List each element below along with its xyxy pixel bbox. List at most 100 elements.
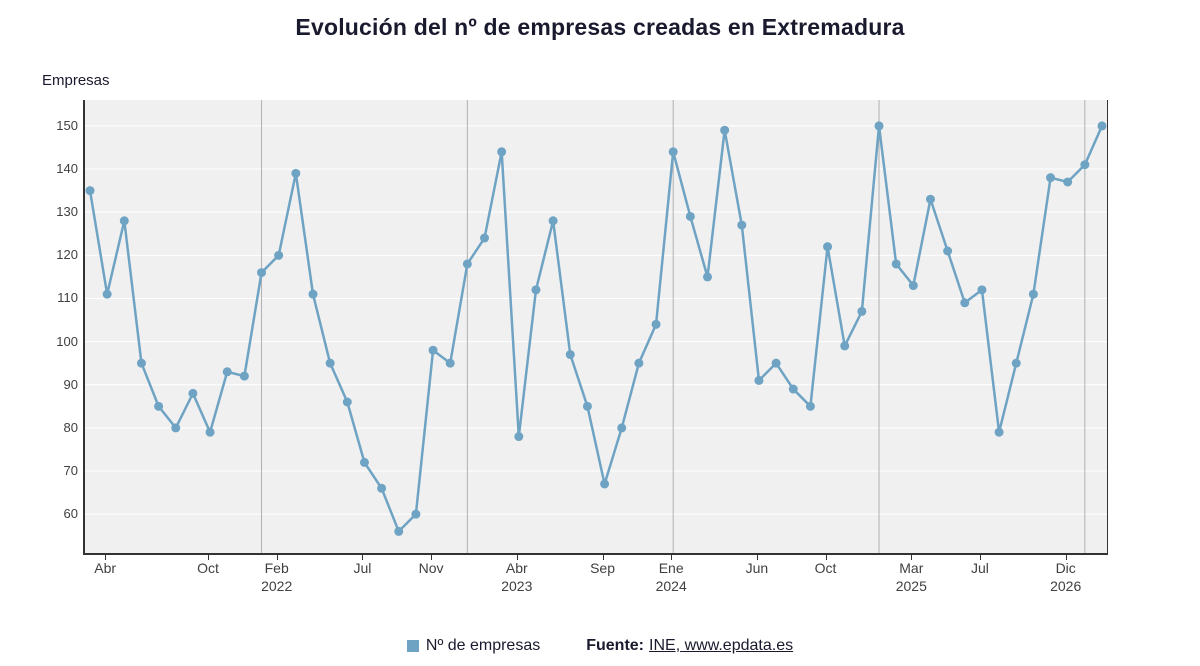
data-point-marker[interactable] <box>411 509 421 519</box>
data-point-marker[interactable] <box>891 259 901 269</box>
data-point-marker[interactable] <box>1028 289 1038 299</box>
data-point-marker[interactable] <box>394 526 404 536</box>
x-axis-tick-mark <box>602 555 604 560</box>
data-point-marker[interactable] <box>188 388 198 398</box>
x-axis-tick-mark <box>756 555 758 560</box>
source-link[interactable]: INE, www.epdata.es <box>649 637 794 654</box>
data-point-marker[interactable] <box>462 259 472 269</box>
data-point-marker[interactable] <box>308 289 318 299</box>
data-point-marker[interactable] <box>600 479 610 489</box>
data-point-marker[interactable] <box>102 289 112 299</box>
x-axis-tick-label: Oct <box>814 560 837 576</box>
data-point-marker[interactable] <box>617 423 627 433</box>
x-axis-tick-mark <box>825 555 827 560</box>
data-point-marker[interactable] <box>480 233 490 243</box>
x-axis-tick-mark <box>911 555 913 560</box>
legend-item[interactable]: Nº de empresas <box>406 637 541 655</box>
data-point-marker[interactable] <box>205 427 215 437</box>
x-axis-tick-mark <box>431 555 433 560</box>
data-point-marker[interactable] <box>1097 121 1107 131</box>
x-axis-year-label: 2023 <box>501 578 533 594</box>
data-point-marker[interactable] <box>445 358 455 368</box>
data-point-marker[interactable] <box>702 272 712 282</box>
x-axis-tick-mark <box>979 555 981 560</box>
data-point-marker[interactable] <box>1080 160 1090 170</box>
data-point-marker[interactable] <box>788 384 798 394</box>
data-point-marker[interactable] <box>257 268 267 278</box>
data-point-marker[interactable] <box>771 358 781 368</box>
legend-label: Nº de empresas <box>425 637 541 654</box>
y-axis-tick-label: 150 <box>56 117 78 133</box>
data-point-marker[interactable] <box>171 423 181 433</box>
data-point-marker[interactable] <box>823 242 833 252</box>
data-point-marker[interactable] <box>514 432 524 442</box>
chart-title: Evolución del nº de empresas creadas en … <box>295 14 905 40</box>
data-point-marker[interactable] <box>943 246 953 256</box>
data-point-marker[interactable] <box>582 401 592 411</box>
data-point-marker[interactable] <box>805 401 815 411</box>
data-point-marker[interactable] <box>737 220 747 230</box>
chart-footer: Nº de empresas Fuente: INE, www.epdata.es <box>0 637 1200 655</box>
data-point-marker[interactable] <box>497 147 507 157</box>
x-axis-tick-label: Jul <box>353 560 372 576</box>
data-point-marker[interactable] <box>239 371 249 381</box>
data-point-marker[interactable] <box>565 350 575 360</box>
x-axis-tick-label: Ene <box>658 560 684 576</box>
data-point-marker[interactable] <box>685 211 695 221</box>
data-point-marker[interactable] <box>634 358 644 368</box>
data-point-marker[interactable] <box>119 216 129 226</box>
x-axis-tick-mark <box>208 555 210 560</box>
data-point-marker[interactable] <box>531 285 541 295</box>
legend-swatch-icon <box>406 640 419 652</box>
y-axis-tick-label: 130 <box>56 204 78 220</box>
x-axis-tick-label: Feb <box>264 560 289 576</box>
data-point-marker[interactable] <box>908 281 918 291</box>
data-point-marker[interactable] <box>754 375 764 385</box>
line-chart-svg[interactable] <box>85 100 1107 553</box>
x-axis-year-label: 2022 <box>261 578 293 594</box>
x-axis-tick-label: Dic <box>1055 560 1076 576</box>
data-point-marker[interactable] <box>925 194 935 204</box>
x-axis-tick-mark <box>671 555 673 560</box>
data-point-marker[interactable] <box>154 401 164 411</box>
source-credit: Fuente: INE, www.epdata.es <box>586 637 793 655</box>
x-axis-tick-mark <box>1065 555 1067 560</box>
y-axis-tick-label: 70 <box>63 463 78 479</box>
data-point-marker[interactable] <box>325 358 335 368</box>
data-point-marker[interactable] <box>857 306 867 316</box>
x-axis-year-label: 2025 <box>895 578 927 594</box>
y-axis-tick-label: 80 <box>63 419 78 435</box>
data-point-marker[interactable] <box>960 298 970 308</box>
series-line <box>88 124 1104 533</box>
data-point-marker[interactable] <box>548 216 558 226</box>
x-axis-tick-label: Nov <box>418 560 444 576</box>
data-point-marker[interactable] <box>651 319 661 329</box>
data-point-marker[interactable] <box>85 186 95 196</box>
data-point-marker[interactable] <box>1063 177 1073 187</box>
data-point-marker[interactable] <box>1011 358 1021 368</box>
data-point-marker[interactable] <box>977 285 987 295</box>
data-point-marker[interactable] <box>840 341 850 351</box>
x-axis-tick-label: Oct <box>197 560 219 576</box>
x-axis-tick-label: Abr <box>505 560 528 576</box>
x-axis-tick-mark <box>516 555 518 560</box>
y-axis-tick-label: 140 <box>56 161 78 177</box>
data-point-marker[interactable] <box>359 457 369 467</box>
data-point-marker[interactable] <box>274 250 284 260</box>
data-point-marker[interactable] <box>428 345 438 355</box>
data-point-marker[interactable] <box>668 147 678 157</box>
x-axis-tick-label: Jul <box>970 560 989 576</box>
data-point-marker[interactable] <box>720 125 730 135</box>
data-point-marker[interactable] <box>342 397 352 407</box>
x-axis-tick-label: Sep <box>590 560 616 576</box>
data-point-marker[interactable] <box>136 358 146 368</box>
data-point-marker[interactable] <box>874 121 884 131</box>
x-axis-year-label: 2024 <box>655 578 687 594</box>
x-axis-tick-label: Jun <box>745 560 769 576</box>
data-point-marker[interactable] <box>377 483 387 493</box>
data-point-marker[interactable] <box>1046 173 1056 183</box>
data-point-marker[interactable] <box>222 367 232 377</box>
data-point-marker[interactable] <box>994 427 1004 437</box>
data-point-marker[interactable] <box>291 168 301 178</box>
